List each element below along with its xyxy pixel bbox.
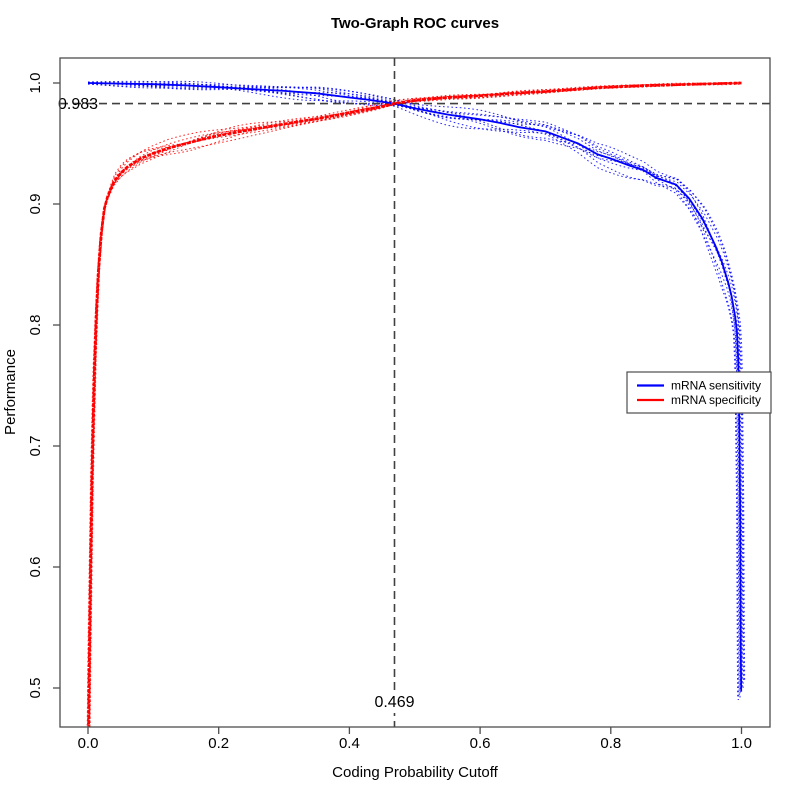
legend-box: [626, 371, 772, 414]
replicate-curves-layer: [86, 80, 746, 727]
replicate-curve-sensitivity: [88, 80, 746, 681]
x-threshold-label-bg: [367, 690, 422, 713]
replicate-curve-specificity: [87, 82, 742, 727]
y-tick-label: 0.6: [27, 557, 44, 578]
x-threshold-label: 0.469: [374, 694, 414, 711]
x-axis-title: Coding Probability Cutoff: [332, 764, 498, 781]
chart-title: Two-Graph ROC curves: [331, 15, 499, 32]
replicate-curve-specificity: [88, 82, 742, 727]
mean-curve-specificity: [87, 81, 742, 727]
replicate-curve-sensitivity: [87, 83, 740, 698]
y-tick-label: 1.0: [27, 73, 44, 94]
threshold-labels-layer: 0.983 0.469: [58, 96, 422, 713]
legend: mRNA sensitivity mRNA specificity: [626, 371, 772, 414]
x-tick-label: 0.6: [470, 735, 491, 752]
replicate-curve-sensitivity: [88, 82, 741, 700]
replicate-curve-specificity: [89, 82, 742, 727]
replicate-curve-specificity: [88, 82, 742, 727]
replicate-curve-specificity: [89, 82, 742, 727]
y-tick-label: 0.5: [27, 678, 44, 699]
y-tick-label: 0.9: [27, 194, 44, 215]
y-axis-title: Performance: [2, 349, 19, 435]
x-tick-label: 1.0: [731, 735, 752, 752]
replicate-curve-specificity: [87, 82, 742, 727]
replicate-curve-specificity: [87, 82, 742, 727]
legend-label-sensitivity: mRNA sensitivity: [671, 379, 761, 393]
replicate-curve-specificity: [89, 81, 742, 727]
y-tick-label: 0.8: [27, 315, 44, 336]
x-tick-label: 0.0: [78, 735, 99, 752]
mean-curve-sensitivity: [87, 82, 743, 692]
y-tick-label: 0.7: [27, 436, 44, 457]
legend-label-specificity: mRNA specificity: [671, 393, 761, 407]
mean-curves-layer: [87, 81, 743, 727]
x-tick-label: 0.2: [208, 735, 229, 752]
replicate-curve-specificity: [86, 83, 742, 727]
x-tick-label: 0.8: [600, 735, 621, 752]
threshold-lines-layer: [60, 58, 770, 727]
replicate-curve-specificity: [88, 82, 742, 727]
y-threshold-label: 0.983: [58, 96, 98, 113]
x-tick-label: 0.4: [339, 735, 360, 752]
replicate-curve-sensitivity: [87, 83, 739, 700]
